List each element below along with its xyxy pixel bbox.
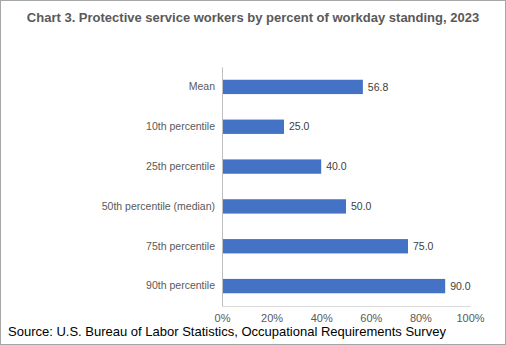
y-tick: 50th percentile (median): [102, 200, 222, 212]
bar: [222, 120, 284, 134]
x-tick: 80%: [410, 306, 432, 324]
data-label: 25.0: [289, 120, 310, 132]
source-note: Source: U.S. Bureau of Labor Statistics,…: [8, 324, 446, 339]
y-axis-line: [222, 68, 223, 307]
bar: [222, 199, 346, 213]
bar: [222, 279, 445, 293]
bars: [222, 80, 445, 294]
x-axis: 0% 20% 40% 60% 80% 100%: [215, 306, 485, 324]
y-tick: 10th percentile: [146, 120, 222, 132]
chart: Chart 3. Protective service workers by p…: [0, 0, 506, 345]
x-tick: 60%: [360, 306, 382, 324]
bar: [222, 159, 321, 173]
y-tick: 25th percentile: [146, 160, 222, 172]
x-tick-label: 80%: [410, 312, 432, 324]
bar: [222, 80, 363, 94]
data-label: 56.8: [368, 81, 389, 93]
y-tick: Mean: [189, 80, 222, 92]
data-label: 75.0: [413, 240, 434, 252]
y-tick-label: 90th percentile: [146, 279, 215, 291]
y-tick-label: 50th percentile (median): [102, 200, 215, 212]
x-tick: 20%: [261, 306, 283, 324]
x-tick: 40%: [311, 306, 333, 324]
y-tick: 75th percentile: [146, 240, 222, 252]
x-tick: 100%: [456, 306, 484, 324]
x-axis-line: [223, 306, 471, 307]
y-tick-label: 10th percentile: [146, 120, 215, 132]
frame: [1, 1, 506, 345]
y-tick-label: 25th percentile: [146, 160, 215, 172]
data-labels: 56.8 25.0 40.0 50.0 75.0 90.0: [289, 81, 471, 292]
x-tick: 0%: [215, 306, 231, 324]
data-label: 40.0: [326, 160, 347, 172]
x-tick-label: 0%: [215, 312, 231, 324]
y-axis: Mean 10th percentile 25th percentile 50th p…: [102, 68, 223, 307]
y-tick-label: 75th percentile: [146, 240, 215, 252]
data-label: 90.0: [450, 280, 471, 292]
x-tick-label: 60%: [360, 312, 382, 324]
x-tick-label: 20%: [261, 312, 283, 324]
y-tick-label: Mean: [189, 80, 215, 92]
data-label: 50.0: [351, 200, 372, 212]
bar: [222, 239, 408, 253]
title: Chart 3. Protective service workers by p…: [27, 10, 479, 25]
x-tick-label: 40%: [311, 312, 333, 324]
x-tick-label: 100%: [456, 312, 484, 324]
y-tick: 90th percentile: [146, 279, 222, 291]
